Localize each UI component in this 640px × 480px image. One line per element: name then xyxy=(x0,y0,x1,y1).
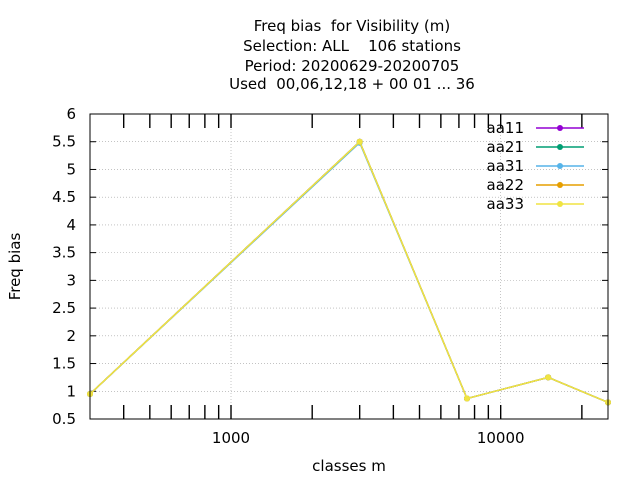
y-tick-label: 5.5 xyxy=(52,133,76,151)
data-point-aa33 xyxy=(463,395,470,402)
legend-marker-aa21 xyxy=(557,144,563,150)
y-axis-label: Freq bias xyxy=(6,233,24,301)
y-tick-label: 6 xyxy=(66,105,76,123)
legend-label-aa33: aa33 xyxy=(487,195,524,213)
title-line-1: Freq bias for Visibility (m) xyxy=(253,17,451,35)
tick-labels: 0.5 1 1.5 2 2.5 3 3.5 4 4.5 5 5.5 6 1000 10000 xyxy=(52,105,524,447)
title-line-3: Period: 20200629-20200705 xyxy=(244,57,460,75)
y-tick-label: 3.5 xyxy=(52,244,76,262)
series-lines xyxy=(87,138,611,406)
x-axis-label: classes m xyxy=(312,457,386,475)
data-point-aa33 xyxy=(356,138,363,145)
y-tick-label: 1.5 xyxy=(52,355,76,373)
legend-label-aa21: aa21 xyxy=(487,138,524,156)
legend-marker-aa11 xyxy=(557,125,563,131)
grid xyxy=(90,113,608,420)
y-tick-label: 2 xyxy=(66,327,76,345)
legend-label-aa22: aa22 xyxy=(487,176,524,194)
plot-frame xyxy=(89,113,609,420)
title-line-2: Selection: ALL 106 stations xyxy=(243,37,461,55)
legend-label-aa11: aa11 xyxy=(487,119,524,137)
y-tick-label: 4.5 xyxy=(52,188,76,206)
y-tick-label: 3 xyxy=(66,271,76,289)
y-tick-label: 5 xyxy=(66,160,76,178)
y-tick-label: 0.5 xyxy=(52,410,76,428)
x-tick-label: 1000 xyxy=(212,429,250,447)
legend-marker-aa22 xyxy=(557,182,563,188)
legend-marker-aa33 xyxy=(557,201,563,207)
y-tick-label: 1 xyxy=(66,382,76,400)
y-tick-label: 2.5 xyxy=(52,299,76,317)
title-line-4: Used 00,06,12,18 + 00 01 ... 36 xyxy=(229,75,475,93)
axis-ticks xyxy=(90,113,608,420)
y-tick-label: 4 xyxy=(66,216,76,234)
legend-marker-aa31 xyxy=(557,163,563,169)
data-point-aa33 xyxy=(545,374,552,381)
legend-label-aa31: aa31 xyxy=(487,157,524,175)
x-tick-label: 10000 xyxy=(477,429,525,447)
